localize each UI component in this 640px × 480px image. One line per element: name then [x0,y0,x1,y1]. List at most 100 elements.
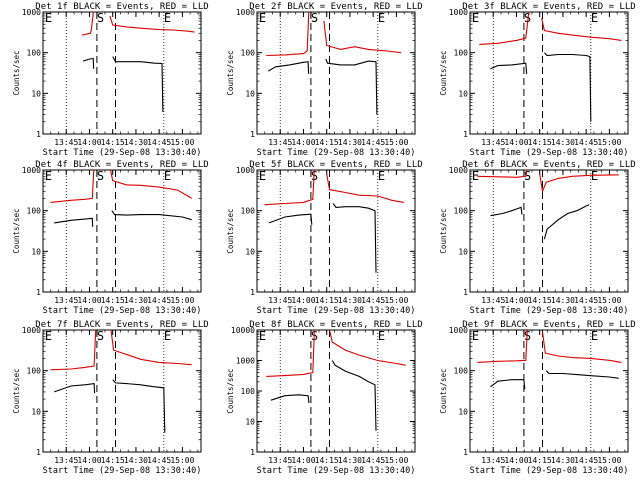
chart-title: Det 6f BLACK = Events, RED = LLD [462,160,635,170]
x-axis-label: Start Time (29-Sep-08 13:30:40) [43,466,202,476]
x-axis-label: Start Time (29-Sep-08 13:30:40) [470,466,629,476]
series-line-events [490,379,526,390]
y-tick-label: 1 [250,448,255,457]
series-line-events [111,210,192,221]
x-tick-label: 15:00 [170,296,194,305]
x-tick-label: 13:45 [54,456,78,465]
series-line-events [331,360,377,431]
phase-marker: S [97,329,104,343]
phase-marker: E [378,329,385,343]
y-tick-label: 1 [463,288,468,297]
phase-marker: E [164,11,171,25]
x-tick-label: 14:00 [77,456,101,465]
x-axis-label: Start Time (29-Sep-08 13:30:40) [257,306,416,316]
x-tick-label: 14:15 [101,456,125,465]
phase-marker: E [591,169,598,183]
chart-title: Det 7f BLACK = Events, RED = LLD [35,320,208,330]
x-tick-label: 15:00 [597,138,621,147]
plot-frame [256,329,416,453]
y-tick-label: 100 [241,49,256,58]
series-line-lld [50,170,95,203]
x-tick-label: 13:45 [268,456,292,465]
y-tick-label: 10000 [231,326,255,335]
x-tick-label: 14:45 [147,456,171,465]
chart-title: Det 9f BLACK = Events, RED = LLD [462,320,635,330]
x-tick-label: 14:30 [338,456,362,465]
y-tick-label: 10 [31,407,41,416]
y-tick-label: 100 [454,207,469,216]
series-line-lld [109,15,195,33]
y-tick-label: 10 [458,89,468,98]
series-line-events [544,52,592,122]
chart-panel-1: Det 1f BLACK = Events, RED = LLD 1 10 100 10… [12,2,209,158]
x-tick-label: 14:00 [291,138,315,147]
x-tick-label: 14:15 [528,296,552,305]
y-tick-label: 100 [241,387,256,396]
x-tick-label: 14:30 [551,138,575,147]
y-tick-label: 100 [27,49,42,58]
series-line-lld [541,18,622,41]
y-axis-label: Counts/sec [12,208,21,253]
y-tick-label: 1 [250,130,255,139]
series-line-events [112,379,166,433]
y-axis-label: Counts/sec [12,50,21,95]
x-tick-label: 14:15 [101,138,125,147]
y-tick-label: 100 [27,207,42,216]
x-tick-label: 14:45 [574,138,598,147]
chart-panel-3: Det 3f BLACK = Events, RED = LLD 1 10 100 10… [439,2,636,158]
y-tick-label: 100 [454,367,469,376]
phase-marker: S [524,11,531,25]
x-tick-label: 14:45 [147,138,171,147]
plot-frame [42,329,202,453]
plot-frame [42,169,202,293]
series-line-events [82,57,95,69]
x-tick-label: 14:45 [361,296,385,305]
x-tick-label: 13:45 [268,296,292,305]
chart-title: Det 1f BLACK = Events, RED = LLD [35,2,208,12]
series-line-lld [479,12,530,45]
y-tick-label: 100 [27,367,42,376]
y-tick-label: 100 [454,49,469,58]
phase-marker: E [45,169,52,183]
phase-marker: E [378,169,385,183]
y-tick-label: 1 [250,288,255,297]
chart-title: Det 8f BLACK = Events, RED = LLD [249,320,422,330]
y-tick-label: 10 [31,89,41,98]
series-line-events [54,217,94,227]
plot-frame [256,11,416,135]
y-tick-label: 1000 [236,8,255,17]
series-line-lld [539,173,619,194]
series-line-events [54,382,96,394]
chart-panel-6: Det 6f BLACK = Events, RED = LLD 1 10 100 10… [439,160,636,316]
y-tick-label: 1000 [22,166,41,175]
x-axis-label: Start Time (29-Sep-08 13:30:40) [257,466,416,476]
y-tick-label: 10 [31,247,41,256]
series-line-events [490,206,523,217]
y-tick-label: 1000 [449,166,468,175]
series-line-events [543,204,590,240]
y-tick-label: 1000 [236,357,255,366]
phase-marker: E [259,11,266,25]
plot-frame [469,11,629,135]
phase-marker: S [97,11,104,25]
x-tick-label: 14:30 [124,138,148,147]
y-tick-label: 1 [463,130,468,139]
series-line-events [490,62,528,74]
x-tick-label: 14:45 [361,456,385,465]
phase-marker: S [524,169,531,183]
x-tick-label: 14:45 [147,296,171,305]
x-axis-label: Start Time (29-Sep-08 13:30:40) [470,148,629,158]
x-tick-label: 14:00 [291,456,315,465]
phase-marker: S [97,169,104,183]
y-tick-label: 100 [241,207,256,216]
y-tick-label: 10 [458,247,468,256]
phase-marker: E [45,329,52,343]
x-tick-label: 14:45 [574,296,598,305]
x-tick-label: 14:30 [338,138,362,147]
y-tick-label: 10 [245,89,255,98]
series-line-lld [110,330,192,366]
phase-marker: E [591,329,598,343]
y-axis-label: Counts/sec [439,50,448,95]
phase-marker: E [259,169,266,183]
